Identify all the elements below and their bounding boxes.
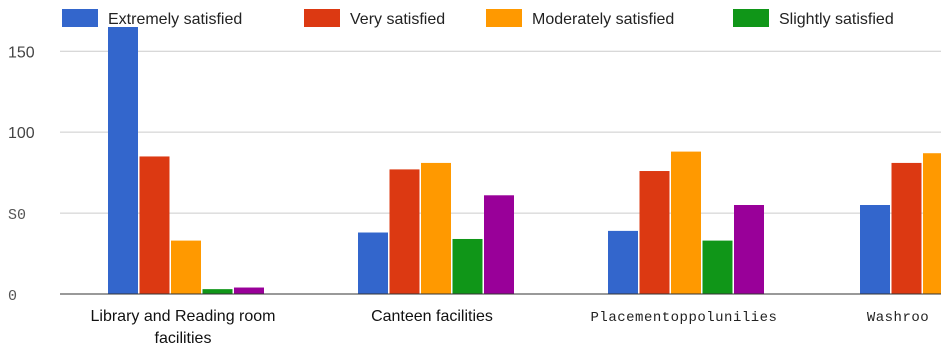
bars: [108, 27, 941, 294]
y-tick-label: 0: [8, 288, 17, 305]
bar[interactable]: [452, 238, 483, 294]
x-tick-label: facilities: [155, 330, 212, 347]
legend-label: Moderately satisfied: [532, 11, 674, 28]
legend-swatch: [304, 9, 340, 27]
bar[interactable]: [860, 205, 890, 294]
bar[interactable]: [891, 162, 922, 294]
gridlines: [60, 50, 941, 214]
bar[interactable]: [108, 27, 138, 294]
legend-label: Slightly satisfied: [779, 11, 894, 28]
x-tick-label: Washroo: [867, 310, 929, 326]
bar[interactable]: [734, 205, 764, 294]
bar[interactable]: [421, 162, 451, 294]
bar[interactable]: [171, 240, 201, 294]
legend-swatch: [486, 9, 522, 27]
bar[interactable]: [389, 169, 420, 294]
x-tick-label: Placementoppolunilies: [591, 310, 778, 326]
bar[interactable]: [639, 171, 670, 294]
bar[interactable]: [234, 287, 264, 294]
bar[interactable]: [608, 230, 638, 294]
y-tick-label: S0: [8, 207, 26, 224]
y-tick-label: 150: [8, 44, 35, 61]
y-tick-label: 100: [8, 125, 35, 142]
legend-label: Very satisfied: [350, 11, 445, 28]
bar[interactable]: [358, 232, 388, 294]
x-axis-labels: Library and Reading room facilities Cantee…: [91, 308, 929, 347]
legend-swatch: [733, 9, 769, 27]
legend-label: Extremely satisfied: [108, 11, 242, 28]
legend[interactable]: Extremely satisfied Very satisfied Moderat…: [62, 9, 894, 28]
legend-swatch: [62, 9, 98, 27]
bar[interactable]: [671, 151, 701, 294]
bar[interactable]: [202, 289, 233, 294]
bar[interactable]: [923, 153, 941, 294]
x-tick-label: Canteen facilities: [371, 308, 493, 325]
y-axis-ticks: 0 S0 100 150: [8, 44, 35, 305]
bar[interactable]: [702, 240, 733, 294]
x-tick-label: Library and Reading room: [91, 308, 276, 325]
bar[interactable]: [139, 156, 170, 294]
bar[interactable]: [484, 195, 514, 294]
